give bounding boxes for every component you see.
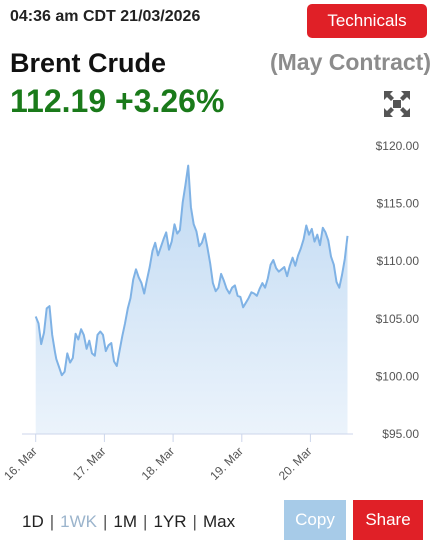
price-chart[interactable]: $120.00 $115.00 $110.00 $105.00 $100.00 $95.0… — [0, 136, 434, 494]
y-tick-label: $105.00 — [376, 312, 420, 326]
price-change: +3.26% — [115, 83, 225, 119]
range-separator: | — [143, 512, 148, 531]
range-separator: | — [103, 512, 108, 531]
price-line: 112.19 +3.26% — [10, 83, 224, 120]
y-tick-label: $95.00 — [382, 427, 419, 441]
x-tick-label: 18. Mar — [139, 444, 178, 483]
price-line-series — [34, 164, 349, 377]
range-1m[interactable]: 1M — [113, 512, 138, 531]
expand-arrows-icon[interactable] — [384, 91, 410, 117]
share-button[interactable]: Share — [353, 500, 423, 540]
copy-button[interactable]: Copy — [284, 500, 346, 540]
x-tick-label: 17. Mar — [70, 444, 109, 483]
range-separator: | — [49, 512, 55, 531]
range-max[interactable]: Max — [202, 512, 236, 531]
y-tick-label: $100.00 — [376, 369, 420, 383]
x-tick-label: 20. Mar — [276, 444, 315, 483]
range-separator: | — [192, 512, 197, 531]
x-tick-label: 16. Mar — [1, 444, 40, 483]
range-selector: 1D | 1WK | 1M | 1YR | Max — [22, 512, 235, 532]
x-tick-label: 19. Mar — [207, 444, 246, 483]
price-area — [35, 165, 348, 434]
timestamp: 04:36 am CDT 21/03/2026 — [10, 8, 201, 25]
y-tick-label: $115.00 — [377, 197, 420, 211]
y-tick-label: $120.00 — [376, 139, 420, 153]
range-1d[interactable]: 1D — [22, 512, 44, 531]
range-1yr[interactable]: 1YR — [153, 512, 187, 531]
technicals-button[interactable]: Technicals — [307, 4, 427, 38]
commodity-name: Brent Crude — [10, 48, 167, 78]
price-value: 112.19 — [10, 83, 107, 119]
range-1wk[interactable]: 1WK — [60, 512, 97, 531]
y-tick-label: $110.00 — [377, 254, 420, 268]
contract-label: (May Contract) — [269, 49, 431, 75]
